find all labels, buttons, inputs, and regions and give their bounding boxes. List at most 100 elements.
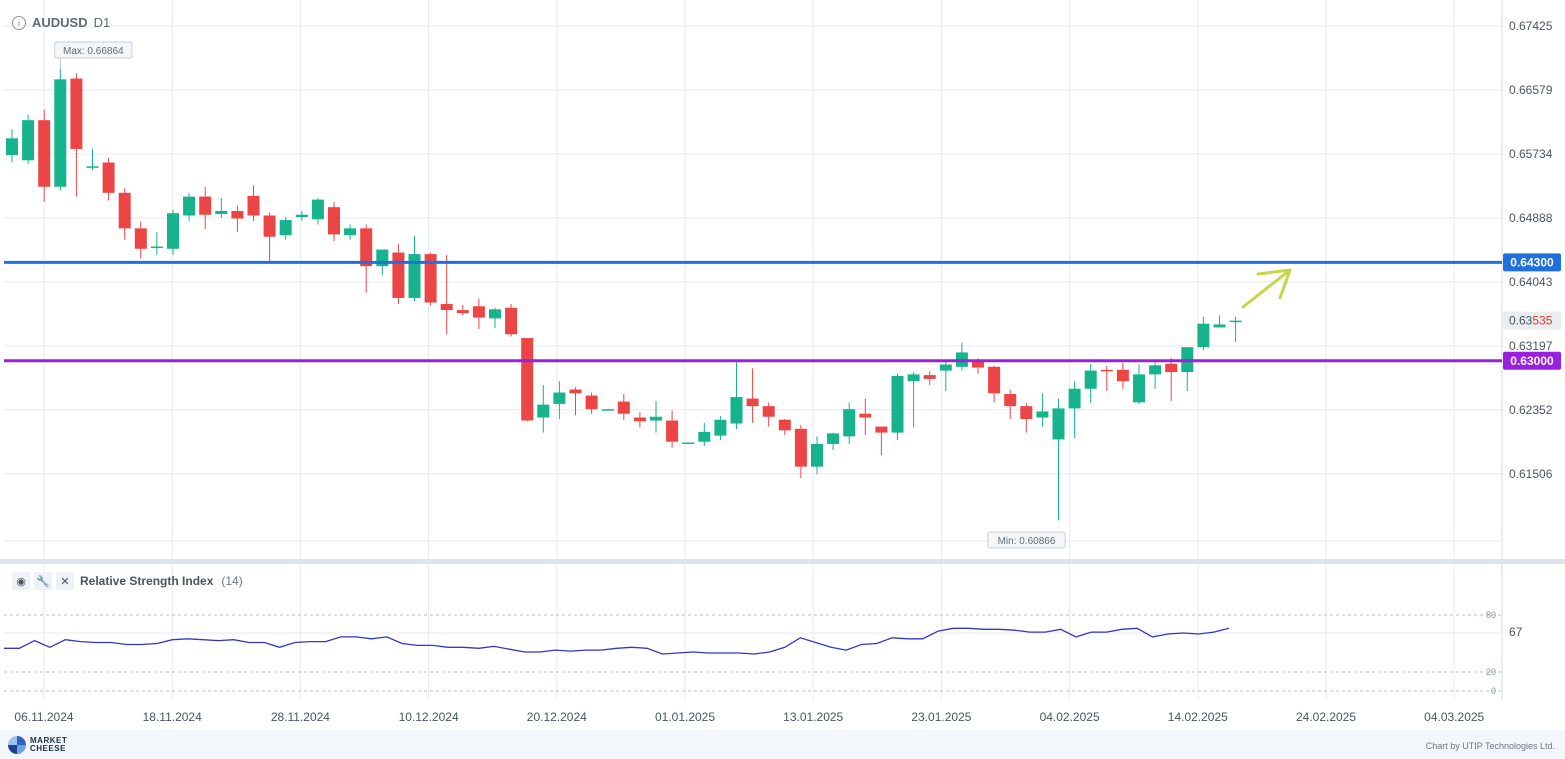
horizontal-levels[interactable]: 0.64300 0.63000	[4, 253, 1561, 370]
candle-body	[923, 375, 936, 379]
candle-body	[891, 375, 904, 433]
candle	[698, 422, 711, 447]
candle	[183, 192, 196, 221]
chart-credit: Chart by UTIP Technologies Ltd.	[1425, 741, 1555, 751]
candle	[392, 244, 405, 305]
logo-line-2: CHEESE	[30, 744, 66, 753]
candle	[682, 442, 695, 444]
y-axis: 0.67425 0.66579 0.65734 0.64888 0.64043 0.631…	[1509, 19, 1553, 481]
min-label-box	[987, 531, 1066, 549]
candle	[923, 371, 936, 385]
min-label: Min: 0.60866	[998, 536, 1056, 547]
candle	[1052, 398, 1065, 521]
candle-body	[843, 409, 856, 437]
candle	[1229, 316, 1242, 342]
x-tick-label: 13.01.2025	[783, 710, 843, 724]
candle	[1165, 357, 1178, 401]
candle-body	[907, 374, 920, 382]
candle-body	[714, 419, 727, 436]
grid	[0, 0, 1565, 700]
candle-body	[263, 215, 276, 237]
candle	[6, 129, 18, 163]
candle-body	[1165, 363, 1178, 373]
candle-body	[650, 416, 662, 421]
candle	[102, 158, 115, 201]
candle	[22, 114, 35, 165]
candle	[1020, 403, 1033, 433]
candle	[666, 410, 679, 448]
candle	[907, 372, 920, 428]
x-tick-label: 01.01.2025	[655, 710, 715, 724]
candle	[505, 304, 518, 337]
logo-text: MARKET CHEESE	[30, 737, 82, 753]
candle	[714, 415, 727, 441]
y-tick-label: 0.67425	[1509, 19, 1553, 33]
candle	[1036, 393, 1049, 427]
y-tick-label: 0.66579	[1509, 83, 1553, 97]
candle	[633, 412, 646, 428]
rsi-line	[4, 627, 1230, 655]
candle-body	[456, 310, 469, 314]
candle-body	[102, 162, 115, 193]
x-tick-label: 04.02.2025	[1040, 710, 1100, 724]
candle-body	[505, 307, 518, 335]
candle	[328, 201, 340, 242]
candle-body	[295, 214, 308, 218]
candle	[1004, 389, 1017, 420]
max-label-box	[54, 41, 133, 59]
x-tick-label: 06.11.2024	[14, 710, 73, 724]
candle-body	[311, 199, 324, 220]
symbol-label: AUDUSD	[32, 15, 88, 30]
eye-icon[interactable]: ◉	[12, 572, 30, 590]
x-tick-label: 14.02.2025	[1168, 710, 1228, 724]
candle-body	[1229, 320, 1242, 323]
candle	[489, 307, 501, 329]
candle	[827, 432, 840, 451]
candle	[456, 304, 469, 316]
wrench-icon[interactable]: 🔧	[34, 572, 52, 590]
candle	[988, 366, 1001, 403]
candle-body	[1100, 369, 1113, 372]
candle	[955, 342, 968, 371]
candle-body	[1116, 369, 1129, 382]
candle	[38, 109, 51, 202]
candle	[231, 205, 244, 233]
x-tick-label: 18.11.2024	[143, 710, 202, 724]
candle	[553, 381, 566, 420]
panel-separator	[0, 559, 1565, 564]
candle	[295, 210, 308, 221]
y-tick-label: 0.64043	[1509, 275, 1553, 289]
level-price-tag	[1503, 253, 1561, 272]
candle	[1149, 360, 1162, 389]
candle-body	[972, 360, 984, 368]
candle-body	[617, 401, 630, 414]
candle-body	[167, 213, 179, 249]
info-icon[interactable]: i	[12, 15, 26, 30]
close-icon[interactable]: ✕	[56, 572, 74, 590]
level-price-label: 0.63000	[1510, 354, 1554, 368]
rsi-current-label: 67	[1509, 625, 1523, 639]
candle	[199, 186, 212, 230]
x-tick-label: 20.12.2024	[527, 710, 587, 724]
candle	[537, 384, 550, 433]
candle	[134, 221, 147, 259]
candle-body	[939, 364, 952, 371]
candle-body	[1068, 388, 1081, 409]
candle-body	[1036, 411, 1049, 418]
candle-body	[6, 138, 18, 155]
candle-body	[150, 246, 163, 249]
candle	[843, 402, 856, 444]
candle-body	[70, 78, 83, 149]
candle-body	[698, 431, 711, 442]
candle-body	[811, 443, 823, 467]
candle-body	[231, 210, 244, 219]
candle-body	[875, 426, 888, 433]
candle-body	[1213, 324, 1226, 328]
candle	[1181, 347, 1194, 392]
candle	[875, 426, 888, 456]
candle-body	[215, 210, 228, 214]
candle	[939, 359, 952, 392]
candle	[891, 373, 904, 441]
candle	[1084, 363, 1097, 404]
